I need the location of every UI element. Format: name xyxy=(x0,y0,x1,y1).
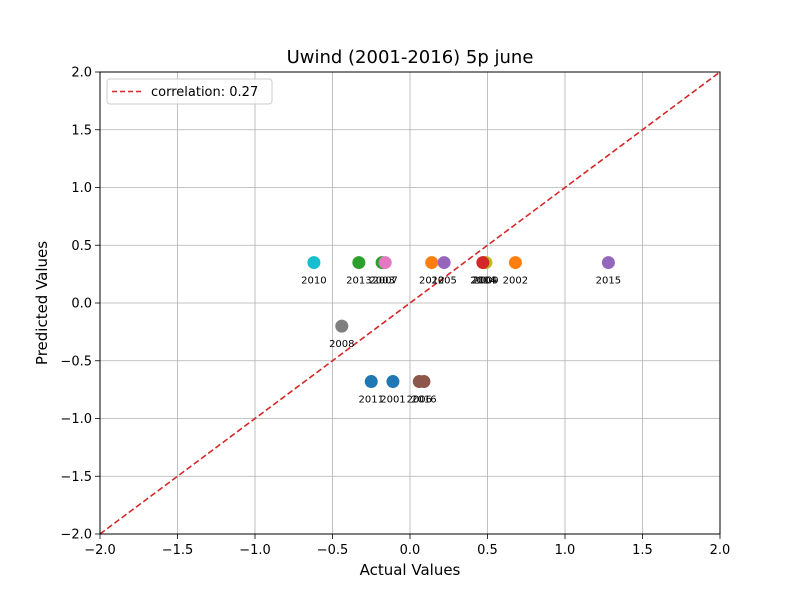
scatter-point xyxy=(476,256,490,270)
y-tick-label: −0.5 xyxy=(60,354,92,369)
point-label: 2003 xyxy=(369,276,394,287)
scatter-point xyxy=(335,319,349,333)
x-tick-label: 0.0 xyxy=(400,543,421,558)
reference-line-layer xyxy=(99,71,721,535)
x-tick-label: −1.0 xyxy=(239,543,271,558)
point-label: 2001 xyxy=(380,395,405,406)
x-tick-label: 1.0 xyxy=(555,543,576,558)
y-tick-label: −1.0 xyxy=(60,412,92,427)
points-layer: 2001 2002 2003 2004 2005 2006 2007 2008 2009 2010… xyxy=(301,256,621,406)
scatter-point xyxy=(364,375,378,389)
point-label: 2005 xyxy=(431,276,456,287)
scatter-point xyxy=(378,256,392,270)
legend-box xyxy=(106,78,273,105)
scatter-point xyxy=(307,256,321,270)
point-label: 2008 xyxy=(329,339,354,350)
point-label: 2015 xyxy=(596,276,621,287)
x-tick-label: −0.5 xyxy=(317,543,349,558)
y-tick-label: −2.0 xyxy=(60,528,92,543)
scatter-point xyxy=(386,375,400,389)
point-label: 2002 xyxy=(503,276,528,287)
point-label: 2010 xyxy=(301,276,326,287)
scatter-point xyxy=(601,256,615,270)
y-tick-label: 2.0 xyxy=(71,66,92,81)
y-tick-label: 0.5 xyxy=(71,239,92,254)
legend-entry: correlation: 0.27 xyxy=(151,85,258,100)
x-tick-label: 2.0 xyxy=(710,543,731,558)
y-tick-label: −1.5 xyxy=(60,470,92,485)
y-axis-label: Predicted Values xyxy=(33,241,51,365)
y-tick-label: 1.0 xyxy=(71,181,92,196)
point-label: 2004 xyxy=(472,276,497,287)
point-label: 2013 xyxy=(346,276,371,287)
x-axis-label: Actual Values xyxy=(360,561,461,579)
point-label: 2011 xyxy=(359,395,384,406)
scatter-point xyxy=(417,375,431,389)
chart-title: Uwind (2001-2016) 5p june xyxy=(287,47,534,68)
scatter-point xyxy=(508,256,522,270)
point-label: 2009 xyxy=(473,276,498,287)
point-label: 2016 xyxy=(411,395,436,406)
correlation-reference-line xyxy=(99,71,721,535)
point-label: 2006 xyxy=(407,395,432,406)
y-tick-label: 1.5 xyxy=(71,123,92,138)
scatter-point xyxy=(352,256,366,270)
scatter-point xyxy=(425,256,439,270)
point-label: 2012 xyxy=(419,276,444,287)
x-tick-label: −1.5 xyxy=(162,543,194,558)
point-label: 2007 xyxy=(372,276,397,287)
x-tick-label: 1.5 xyxy=(632,543,653,558)
legend: correlation: 0.27 xyxy=(106,78,273,105)
x-tick-label: −2.0 xyxy=(84,543,116,558)
ticks-layer: −2.0 −1.5 −1.0 −0.5 0.0 0.5 1.0 1.5 2.0 −2.0 −1.5 −… xyxy=(60,66,730,559)
point-label: 2014 xyxy=(470,276,495,287)
x-tick-label: 0.5 xyxy=(477,543,498,558)
y-tick-label: 0.0 xyxy=(71,297,92,312)
scatter-point xyxy=(437,256,451,270)
